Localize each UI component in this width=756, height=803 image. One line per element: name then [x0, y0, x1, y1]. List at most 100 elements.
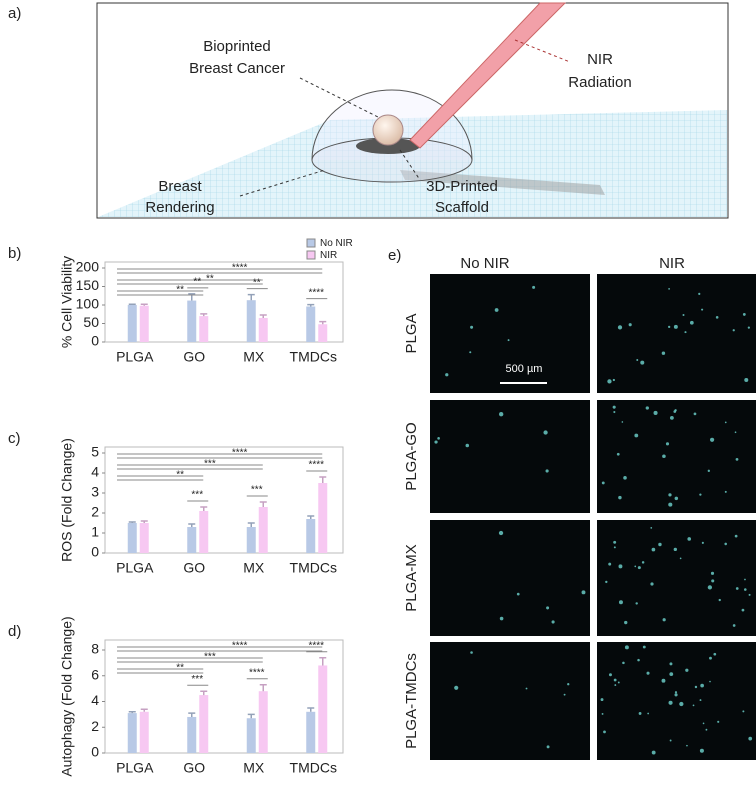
y-axis-title: % Cell Viability: [59, 256, 75, 348]
cell-dot: [600, 698, 604, 702]
cell-dot: [545, 469, 549, 473]
cell-dot: [651, 750, 656, 755]
y-tick-label: 0: [91, 544, 99, 560]
micrograph: [430, 520, 590, 636]
y-tick-label: 4: [91, 692, 99, 708]
bar: [199, 695, 209, 753]
x-tick-label: GO: [183, 349, 205, 365]
cell-dot: [658, 542, 662, 547]
significance-label: ****: [308, 460, 324, 471]
y-tick-label: 5: [91, 444, 99, 460]
bar: [139, 523, 149, 553]
cell-dot: [650, 582, 654, 586]
cell-dot: [634, 565, 637, 568]
cell-dot: [701, 541, 704, 544]
cell-dot: [669, 739, 672, 742]
row-label: PLGA-GO: [403, 422, 420, 490]
cell-dot: [507, 339, 510, 342]
error-bar: [307, 707, 315, 712]
error-bar: [140, 303, 148, 306]
plot-frame: [104, 261, 344, 343]
x-tick-label: TMDCs: [290, 349, 337, 365]
error-bar: [200, 506, 208, 511]
cell-dot: [744, 578, 746, 581]
error-bar: [259, 501, 267, 507]
x-tick-label: GO: [183, 560, 205, 576]
pointer: [239, 169, 326, 197]
cell-dot: [709, 656, 712, 660]
cell-dot: [637, 566, 641, 570]
significance-label: ***: [204, 652, 216, 663]
pointer: [299, 77, 381, 119]
micrograph: [430, 274, 590, 393]
cell-dot: [669, 662, 673, 666]
error-bar: [319, 476, 327, 483]
cell-dot: [724, 490, 727, 493]
cell-dot: [623, 476, 627, 480]
cell-dot: [744, 588, 747, 591]
y-tick-label: 1: [91, 524, 99, 540]
cell-dot: [744, 378, 749, 383]
cell-dot: [702, 722, 705, 725]
annotation: 3D-Printed: [426, 178, 498, 195]
cell-dot: [608, 562, 612, 566]
bar: [258, 507, 268, 553]
y-axis-title: ROS (Fold Change): [59, 438, 75, 562]
cell-dot: [689, 320, 694, 325]
cell-dot: [662, 454, 666, 459]
x-tick-label: MX: [243, 760, 265, 776]
cell-dot: [650, 527, 653, 529]
cell-dot: [642, 645, 646, 649]
cell-dot: [469, 351, 472, 354]
significance-label: ***: [191, 674, 203, 685]
y-tick-label: 150: [76, 277, 100, 293]
micrograph: [597, 520, 756, 636]
panel-label: c): [8, 430, 21, 447]
cell-dot: [732, 624, 736, 627]
cell-dot: [465, 443, 470, 448]
cell-dot: [674, 496, 679, 501]
significance-label: **: [253, 277, 261, 288]
error-bar: [128, 711, 136, 714]
cell-dot: [641, 561, 645, 564]
error-bar: [247, 713, 255, 719]
cell-dot: [613, 540, 617, 544]
cell-dot: [684, 331, 687, 334]
significance-label: ****: [308, 640, 324, 651]
micrograph: [597, 274, 756, 393]
cell-dot: [673, 410, 677, 413]
cell-dot: [614, 684, 617, 686]
cell-dot: [617, 681, 620, 684]
significance-label: ***: [204, 459, 216, 470]
cell-dot: [748, 593, 751, 596]
cell-dot: [735, 458, 739, 461]
bar: [139, 305, 149, 342]
cell-dot: [692, 704, 695, 707]
pointer: [514, 39, 571, 63]
cell-dot: [651, 547, 656, 552]
y-tick-label: 3: [91, 484, 99, 500]
cell-dot: [437, 437, 440, 440]
cell-dot: [543, 430, 548, 435]
cell-dot: [682, 313, 685, 317]
cell-dot: [669, 415, 674, 420]
cell-dot: [638, 712, 642, 715]
cell-dot: [498, 412, 504, 417]
cell-dot: [734, 534, 738, 538]
cell-dot: [612, 378, 616, 382]
significance-label: ***: [251, 485, 263, 496]
cell-dot: [661, 678, 666, 683]
bar: [199, 316, 209, 342]
significance-label: **: [206, 274, 214, 285]
y-tick-label: 200: [76, 259, 100, 275]
x-tick-label: MX: [243, 560, 265, 576]
cell-dot: [698, 292, 701, 295]
cell-dot: [551, 620, 555, 624]
cell-dot: [705, 728, 708, 731]
cell-dot: [532, 285, 536, 289]
cell-dot: [494, 308, 499, 312]
annotation: Breast Cancer: [189, 60, 285, 77]
cell-dot: [707, 469, 711, 473]
cell-dot: [674, 693, 678, 697]
legend-label: NIR: [320, 250, 337, 261]
